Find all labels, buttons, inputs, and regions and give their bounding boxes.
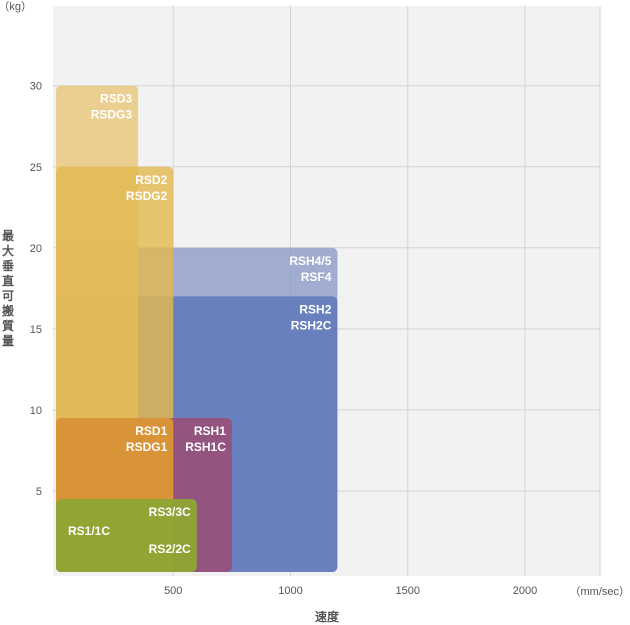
series-label: RSF4 bbox=[301, 270, 332, 284]
y-tick-label: 5 bbox=[36, 486, 42, 498]
series-label: RSD3 bbox=[100, 92, 132, 106]
series-label: RSD2 bbox=[135, 173, 167, 187]
series-label: RSD1 bbox=[135, 424, 167, 438]
y-tick-label: 15 bbox=[30, 324, 42, 336]
axes: 5 10 15 20 25 30 500 1000 1500 2000 bbox=[30, 81, 537, 597]
series-label: RSH2 bbox=[299, 302, 331, 316]
x-unit-label: （mm/sec） bbox=[570, 585, 630, 598]
y-tick-label: 20 bbox=[30, 243, 42, 255]
series-label: RSH1 bbox=[194, 424, 226, 438]
series-label: RSH1C bbox=[185, 440, 226, 454]
series-area-7 bbox=[56, 499, 197, 572]
series-label: RSH2C bbox=[291, 318, 332, 332]
series-label: RSH4/5 bbox=[289, 254, 331, 268]
y-axis-label: 最大垂直可搬質量 bbox=[2, 229, 15, 348]
series-label: RSDG3 bbox=[91, 108, 133, 122]
y-tick-label: 10 bbox=[30, 405, 42, 417]
series-label: RS3/3C bbox=[149, 505, 191, 519]
x-tick-label: 1500 bbox=[396, 585, 420, 597]
series-labels: RSH4/5 RSF4 RSH2 RSH2C RSD3 RSDG3 RSD2 RSDG2 RSH… bbox=[68, 92, 332, 556]
series-label: RS2/2C bbox=[149, 542, 191, 556]
y-tick-label: 25 bbox=[30, 162, 42, 174]
x-axis-label: 速度 bbox=[315, 609, 340, 624]
x-tick-label: 2000 bbox=[513, 585, 537, 597]
series-label: RS1/1C bbox=[68, 524, 110, 538]
series-areas bbox=[56, 85, 338, 573]
x-tick-label: 500 bbox=[164, 585, 182, 597]
series-label: RSDG1 bbox=[126, 440, 168, 454]
y-tick-label: 30 bbox=[30, 81, 42, 93]
y-unit-label: （kg） bbox=[0, 0, 32, 13]
x-tick-label: 1000 bbox=[278, 585, 302, 597]
series-label: RSDG2 bbox=[126, 189, 168, 203]
